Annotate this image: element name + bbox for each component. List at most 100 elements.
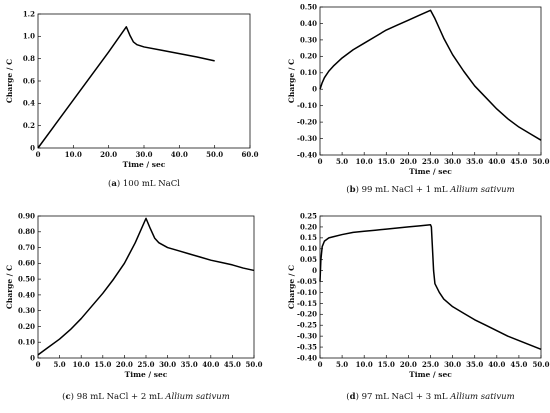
y-tick-label: -0.20: [297, 118, 317, 127]
y-tick-label: 0.50: [300, 2, 317, 11]
chart-panel-b: 0 5.0 10.0 15.0 20.0 25.0 30.0 35.0 40.0 45.0 50.0…: [287, 2, 550, 195]
x-tick-label: 40.0: [171, 150, 188, 159]
x-axis-label: Time / sec: [409, 370, 452, 379]
y-tick-label: -0.40: [297, 150, 317, 159]
x-axis-label: Time / sec: [125, 370, 168, 379]
x-tick-label: 15.0: [378, 360, 395, 369]
x-tick-label: 10.0: [73, 360, 90, 369]
plot-frame: [37, 215, 255, 359]
y-tick-label: 0: [312, 85, 317, 94]
chart-panel-d: 0 5.0 10.0 15.0 20.0 25.0 30.0 35.0 40.0 45.0 50.0…: [287, 211, 550, 402]
y-tick-label: 0.30: [18, 306, 35, 315]
y-tick-label: 0.15: [300, 233, 317, 242]
x-tick-label: 0: [36, 360, 41, 369]
y-tick-label: -0.30: [297, 134, 317, 143]
x-tick-label: 50.0: [532, 157, 549, 166]
x-tick-label: 20.0: [400, 360, 417, 369]
y-tick-label: 1.2: [23, 9, 35, 18]
y-tick-label: 0.20: [300, 52, 317, 61]
y-tick-label: -0.20: [297, 310, 317, 319]
y-tick-label: 0.60: [18, 259, 35, 268]
x-tick-label: 45.0: [224, 360, 241, 369]
y-tick-label: 0.4: [23, 99, 35, 108]
y-tick-label: 1.0: [23, 32, 35, 41]
x-tick-label: 5.0: [336, 157, 348, 166]
x-tick-label: 15.0: [94, 360, 111, 369]
panel-caption: (d) 97 mL NaCl + 3 mL Allium sativum: [346, 391, 514, 402]
x-tick-label: 0: [318, 360, 323, 369]
y-tick-label: -0.40: [297, 353, 317, 362]
x-tick-label: 35.0: [466, 360, 483, 369]
y-tick-label: -0.15: [297, 299, 317, 308]
x-tick-label: 30.0: [444, 157, 461, 166]
series-line: [37, 26, 215, 149]
y-tick-label: 0: [30, 353, 35, 362]
y-axis-label: Charge / C: [287, 265, 296, 309]
y-tick-label: 0.10: [300, 68, 317, 77]
x-tick-label: 60.0: [241, 150, 258, 159]
y-tick-label: -0.35: [297, 342, 317, 351]
x-tick-label: 45.0: [510, 360, 527, 369]
x-tick-label: 5.0: [336, 360, 348, 369]
x-tick-label: 20.0: [100, 150, 117, 159]
x-tick-label: 50.0: [245, 360, 262, 369]
x-tick-label: 35.0: [181, 360, 198, 369]
chart-panel-a: 0 10.0 20.0 30.0 40.0 50.0 60.0 0 0.2 0.4 0.6 0.8 1.…: [5, 9, 259, 189]
y-tick-label: 0.50: [18, 275, 35, 284]
x-tick-label: 45.0: [510, 157, 527, 166]
y-axis-label: Charge / C: [5, 265, 14, 309]
x-tick-label: 20.0: [116, 360, 133, 369]
x-tick-label: 10.0: [65, 150, 82, 159]
panel-caption: (b) 99 mL NaCl + 1 mL Allium sativum: [346, 184, 514, 195]
y-tick-label: 0.10: [18, 338, 35, 347]
y-tick-label: 0.8: [23, 54, 35, 63]
y-tick-label: -0.05: [297, 277, 317, 286]
panel-caption: (c) 98 mL NaCl + 2 mL Allium sativum: [62, 391, 230, 402]
y-tick-label: -0.10: [297, 101, 317, 110]
y-tick-label: 0.6: [23, 76, 35, 85]
plot-frame: [37, 13, 251, 149]
x-tick-label: 40.0: [488, 157, 505, 166]
y-tick-label: -0.30: [297, 332, 317, 341]
y-tick-label: 0.25: [300, 211, 317, 220]
x-tick-label: 25.0: [137, 360, 154, 369]
x-tick-label: 20.0: [400, 157, 417, 166]
y-axis-label: Charge / C: [287, 59, 296, 103]
x-tick-label: 35.0: [466, 157, 483, 166]
x-tick-label: 0: [318, 157, 323, 166]
y-tick-label: 0.2: [23, 121, 35, 130]
y-tick-label: 0.90: [18, 211, 35, 220]
x-tick-label: 25.0: [422, 157, 439, 166]
y-tick-label: 0.30: [300, 35, 317, 44]
x-tick-label: 5.0: [54, 360, 66, 369]
y-tick-label: -0.10: [297, 288, 317, 297]
x-tick-label: 40.0: [488, 360, 505, 369]
chart-panel-c: 0 5.0 10.0 15.0 20.0 25.0 30.0 35.0 40.0 45.0 50.0…: [5, 211, 263, 402]
x-tick-label: 10.0: [356, 157, 373, 166]
y-tick-label: 0: [30, 143, 35, 152]
series-line: [37, 217, 255, 356]
y-tick-label: 0.80: [18, 227, 35, 236]
plot-frame: [319, 6, 542, 156]
x-tick-label: 30.0: [135, 150, 152, 159]
series-line: [319, 223, 542, 350]
x-axis-label: Time / sec: [123, 160, 166, 169]
x-tick-label: 50.0: [206, 150, 223, 159]
y-axis-label: Charge / C: [5, 59, 14, 103]
x-tick-label: 15.0: [378, 157, 395, 166]
panel-caption: (a) 100 mL NaCl: [108, 178, 180, 189]
x-axis-label: Time / sec: [409, 167, 452, 176]
y-tick-label: 0.05: [300, 255, 317, 264]
y-tick-label: 0.10: [300, 244, 317, 253]
x-tick-label: 30.0: [444, 360, 461, 369]
y-tick-label: 0.20: [300, 222, 317, 231]
x-tick-label: 50.0: [532, 360, 549, 369]
x-tick-label: 10.0: [356, 360, 373, 369]
y-tick-label: 0.40: [300, 19, 317, 28]
y-tick-label: 0.40: [18, 290, 35, 299]
y-tick-label: -0.25: [297, 321, 317, 330]
y-tick-label: 0.70: [18, 243, 35, 252]
x-tick-label: 25.0: [422, 360, 439, 369]
y-tick-label: 0: [312, 266, 317, 275]
